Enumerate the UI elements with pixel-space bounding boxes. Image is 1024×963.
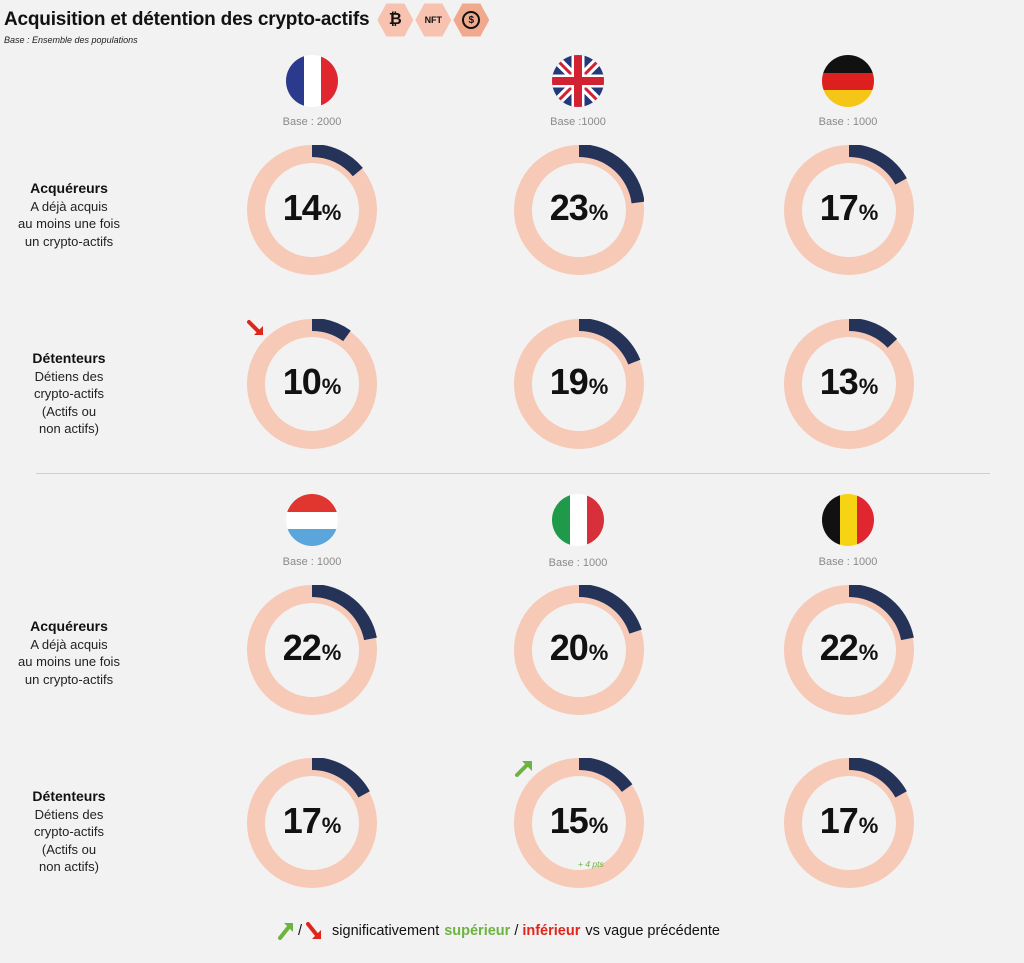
legend: / significativement supérieur / inférieu… bbox=[278, 922, 720, 940]
donut-italy-acquereurs: 20% bbox=[514, 585, 644, 715]
legend-separator: / bbox=[514, 923, 519, 939]
base-label: Base :1000 bbox=[550, 116, 606, 128]
donut-value: 10% bbox=[282, 361, 342, 402]
row-label-detenteurs-1: Détenteurs Détiens des crypto-actifs (Ac… bbox=[0, 350, 138, 438]
donut-luxembourg-acquereurs: 22% bbox=[247, 585, 377, 715]
row-label-title: Acquéreurs bbox=[30, 180, 108, 196]
row-label-desc: A déjà acquis au moins une fois un crypt… bbox=[18, 636, 120, 687]
donut-value-arc bbox=[849, 319, 898, 348]
nft-icon: NFT bbox=[415, 3, 452, 37]
trend-note: + 4 pts bbox=[578, 859, 604, 869]
legend-down-arrow-icon bbox=[306, 922, 322, 939]
base-label: Base : 1000 bbox=[282, 556, 342, 568]
donut-france-acquereurs: 14% bbox=[247, 145, 377, 275]
donut-value-arc bbox=[579, 758, 633, 792]
donut-ring bbox=[784, 585, 914, 715]
donut-ring bbox=[514, 145, 644, 275]
donut-ring bbox=[784, 758, 914, 888]
row-label-title: Détenteurs bbox=[32, 350, 106, 366]
italy-flag bbox=[552, 494, 604, 546]
row-label-title: Détenteurs bbox=[32, 788, 106, 804]
trend-up-arrow-icon bbox=[515, 761, 532, 777]
donut-value: 14% bbox=[282, 187, 342, 228]
row-label-acquereurs-2: Acquéreurs A déjà acquis au moins une fo… bbox=[0, 618, 138, 688]
uk-flag bbox=[552, 55, 604, 107]
donut-value: 19% bbox=[549, 361, 609, 402]
donut-value: 17% bbox=[282, 800, 342, 841]
bitcoin-icon: ₿ bbox=[377, 3, 414, 37]
donut-luxembourg-detenteurs: 17% bbox=[247, 758, 377, 888]
donut-value: 17% bbox=[819, 800, 879, 841]
donut-value: 15% bbox=[549, 800, 609, 841]
row-label-acquereurs-1: Acquéreurs A déjà acquis au moins une fo… bbox=[0, 180, 138, 250]
legend-superior: supérieur bbox=[444, 923, 511, 939]
donut-ring bbox=[784, 319, 914, 449]
page-title: Acquisition et détention des crypto-acti… bbox=[4, 9, 370, 30]
row-label-desc: Détiens des crypto-actifs (Actifs ou non… bbox=[33, 368, 105, 437]
donut-ring bbox=[247, 758, 377, 888]
donut-value-arc bbox=[312, 758, 370, 798]
donut-ring bbox=[247, 319, 377, 449]
base-label: Base : 1000 bbox=[818, 116, 878, 128]
belgium-flag bbox=[822, 494, 874, 546]
donut-italy-detenteurs: 15% + 4 pts bbox=[514, 758, 644, 888]
donut-ring bbox=[514, 758, 644, 888]
donut-value-arc bbox=[849, 758, 907, 798]
base-label: Base : 2000 bbox=[282, 116, 342, 128]
section-divider bbox=[36, 473, 990, 474]
donut-value-arc bbox=[849, 145, 907, 185]
donut-value: 13% bbox=[819, 361, 879, 402]
donut-belgium-detenteurs: 17% bbox=[784, 758, 914, 888]
donut-value: 22% bbox=[819, 627, 879, 668]
row-label-desc: Détiens des crypto-actifs (Actifs ou non… bbox=[33, 806, 105, 875]
donut-uk-acquereurs: 23% bbox=[514, 145, 644, 275]
donut-ring bbox=[514, 319, 644, 449]
donut-ring bbox=[247, 585, 377, 715]
donut-belgium-acquereurs: 22% bbox=[784, 585, 914, 715]
legend-separator: / bbox=[298, 923, 303, 939]
donut-value-arc bbox=[312, 319, 351, 342]
title-row: Acquisition et détention des crypto-acti… bbox=[4, 2, 490, 38]
badge-group: ₿ NFT $ bbox=[377, 2, 490, 38]
row-label-title: Acquéreurs bbox=[30, 618, 108, 634]
donut-ring bbox=[514, 585, 644, 715]
donut-value-arc bbox=[579, 319, 641, 365]
luxembourg-flag bbox=[286, 494, 338, 546]
donut-value-arc bbox=[312, 585, 377, 641]
legend-inferior: inférieur bbox=[522, 923, 581, 939]
donut-ring bbox=[247, 145, 377, 275]
base-label: Base : 1000 bbox=[818, 556, 878, 568]
donut-germany-detenteurs: 13% bbox=[784, 319, 914, 449]
donut-value-arc bbox=[579, 585, 642, 634]
donut-value: 23% bbox=[549, 187, 609, 228]
donut-value: 17% bbox=[819, 187, 879, 228]
dollar-coin-icon: $ bbox=[453, 3, 490, 37]
legend-up-arrow-icon bbox=[278, 923, 293, 940]
germany-flag bbox=[822, 55, 874, 107]
page-subtitle: Base : Ensemble des populations bbox=[4, 35, 138, 45]
base-label: Base : 1000 bbox=[548, 557, 608, 569]
donut-uk-detenteurs: 19% bbox=[514, 319, 644, 449]
france-flag bbox=[286, 55, 338, 107]
donut-ring bbox=[784, 145, 914, 275]
row-label-desc: A déjà acquis au moins une fois un crypt… bbox=[18, 198, 120, 249]
donut-france-detenteurs: 10% bbox=[247, 319, 377, 449]
legend-text: significativement bbox=[332, 923, 440, 939]
donut-value-arc bbox=[849, 585, 914, 641]
donut-value-arc bbox=[579, 145, 644, 204]
donut-value: 20% bbox=[549, 627, 609, 668]
donut-value: 22% bbox=[282, 627, 342, 668]
row-label-detenteurs-2: Détenteurs Détiens des crypto-actifs (Ac… bbox=[0, 788, 138, 876]
legend-text: vs vague précédente bbox=[585, 923, 720, 939]
donut-germany-acquereurs: 17% bbox=[784, 145, 914, 275]
donut-value-arc bbox=[312, 145, 363, 177]
trend-down-arrow-icon bbox=[247, 320, 263, 335]
